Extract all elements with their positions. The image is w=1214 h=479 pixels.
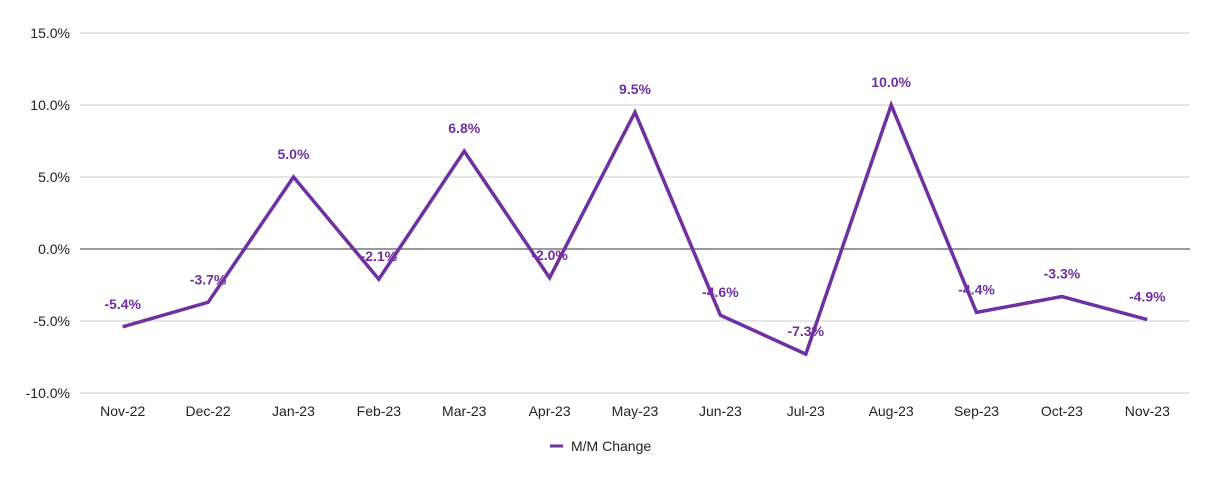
x-tick-label: Jan-23 (272, 403, 315, 419)
legend: M/M Change (550, 438, 651, 454)
data-label: -4.4% (958, 281, 995, 297)
series-line (122, 100, 1148, 357)
x-tick-label: Oct-23 (1041, 403, 1083, 419)
x-tick-label: Apr-23 (529, 403, 571, 419)
data-label: 5.0% (278, 146, 310, 162)
data-label: -2.0% (531, 247, 568, 263)
x-tick-label: Feb-23 (357, 403, 402, 419)
data-label: 9.5% (619, 81, 651, 97)
data-label: -3.7% (190, 271, 227, 287)
gridlines (80, 32, 1190, 394)
data-label: -4.9% (1129, 289, 1166, 305)
y-tick-label: 15.0% (30, 25, 70, 41)
series-line-layer (122, 100, 1148, 357)
x-tick-label: Nov-23 (1125, 403, 1170, 419)
data-label: -5.4% (104, 296, 141, 312)
x-tick-label: Sep-23 (954, 403, 999, 419)
data-label: -2.1% (361, 248, 398, 264)
x-tick-label: Nov-22 (100, 403, 145, 419)
x-tick-label: Jul-23 (787, 403, 825, 419)
data-label: -3.3% (1044, 266, 1081, 282)
data-label: -7.3% (787, 323, 824, 339)
x-tick-label: Aug-23 (869, 403, 914, 419)
x-tick-label: Jun-23 (699, 403, 742, 419)
y-tick-label: -5.0% (33, 313, 70, 329)
y-tick-label: 5.0% (38, 169, 70, 185)
data-label: 10.0% (871, 74, 911, 90)
y-tick-label: 0.0% (38, 241, 70, 257)
data-label: -4.6% (702, 284, 739, 300)
data-label: 6.8% (448, 120, 480, 136)
x-axis-ticks: Nov-22 Dec-22 Jan-23 Feb-23 Mar-23 Apr-23 May-… (100, 403, 1170, 419)
y-tick-label: 10.0% (30, 97, 70, 113)
x-tick-label: May-23 (612, 403, 659, 419)
data-label-layer: -5.4% -3.7% 5.0% -2.1% 6.8% -2.0% 9.5% -4.6% -7.… (104, 74, 1166, 339)
x-tick-label: Dec-22 (186, 403, 231, 419)
y-axis-ticks: -10.0% -5.0% 0.0% 5.0% 10.0% 15.0% (26, 25, 70, 401)
legend-label: M/M Change (571, 438, 651, 454)
x-tick-label: Mar-23 (442, 403, 487, 419)
y-tick-label: -10.0% (26, 385, 70, 401)
